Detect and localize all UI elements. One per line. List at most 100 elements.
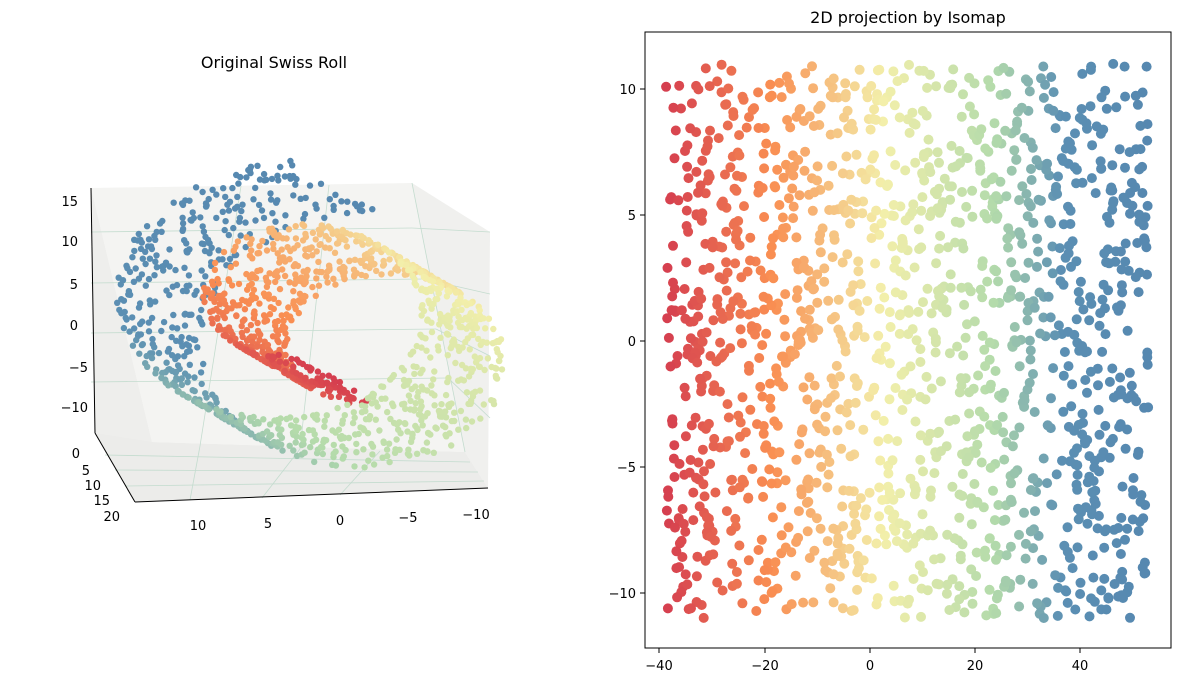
- isomap-point: [991, 213, 1002, 224]
- isomap-point: [934, 157, 944, 168]
- isomap-point: [672, 351, 683, 361]
- isomap-point: [804, 111, 815, 122]
- isomap-point: [1017, 238, 1028, 249]
- isomap-point: [887, 241, 898, 252]
- isomap-point: [1006, 478, 1016, 489]
- isomap-point: [832, 551, 843, 561]
- swiss-roll-point: [309, 283, 316, 291]
- swiss-roll-point: [200, 360, 207, 368]
- isomap-point: [826, 393, 836, 404]
- isomap-point: [911, 335, 922, 346]
- isomap-point: [1116, 590, 1127, 601]
- isomap-point: [1090, 498, 1101, 509]
- isomap-point: [952, 341, 963, 352]
- swiss-roll-point: [259, 237, 266, 245]
- swiss-roll-point: [295, 309, 302, 317]
- isomap-point: [823, 469, 834, 480]
- z-tick-label: 15: [61, 195, 78, 210]
- swiss-roll-point: [219, 256, 226, 263]
- swiss-roll-point: [330, 375, 337, 382]
- swiss-roll-point: [215, 326, 222, 333]
- swiss-roll-point: [344, 198, 351, 205]
- isomap-point: [774, 200, 785, 210]
- isomap-point: [820, 411, 831, 422]
- swiss-roll-point: [234, 203, 241, 210]
- isomap-point: [853, 266, 864, 277]
- swiss-roll-point: [288, 317, 295, 324]
- isomap-point: [804, 372, 815, 383]
- isomap-point: [1006, 257, 1017, 268]
- swiss-roll-point: [476, 307, 483, 314]
- swiss-roll-point: [427, 431, 434, 438]
- isomap-point: [849, 81, 860, 92]
- swiss-roll-point: [349, 419, 357, 427]
- isomap-point: [1031, 155, 1042, 166]
- swiss-roll-point: [297, 195, 304, 202]
- swiss-roll-point: [275, 363, 282, 371]
- isomap-point: [787, 183, 798, 194]
- isomap-point: [870, 114, 881, 125]
- isomap-point: [1006, 285, 1017, 296]
- swiss-roll-point: [195, 398, 202, 406]
- swiss-roll-point: [402, 420, 409, 427]
- swiss-roll-point: [220, 248, 228, 256]
- grid-line: [104, 454, 471, 463]
- swiss-roll-point: [222, 218, 229, 225]
- swiss-roll-point: [174, 325, 181, 332]
- isomap-point: [1020, 538, 1031, 549]
- isomap-point: [672, 592, 683, 603]
- isomap-point: [720, 99, 731, 110]
- isomap-point: [900, 270, 911, 281]
- swiss-roll-point: [351, 414, 358, 421]
- swiss-roll-point: [248, 280, 255, 288]
- swiss-roll-point: [385, 249, 393, 256]
- isomap-point: [1124, 367, 1135, 378]
- swiss-roll-point: [304, 266, 311, 274]
- isomap-point: [862, 92, 873, 103]
- isomap-point: [1074, 112, 1085, 123]
- isomap-point: [778, 232, 789, 243]
- isomap-point: [751, 606, 762, 616]
- isomap-point: [685, 333, 696, 344]
- isomap-point: [1049, 330, 1060, 341]
- isomap-point: [934, 426, 944, 437]
- isomap-point: [872, 593, 883, 604]
- swiss-roll-point: [169, 324, 176, 331]
- isomap-point: [796, 427, 807, 438]
- isomap-point: [671, 563, 682, 574]
- isomap-point: [684, 467, 695, 478]
- isomap-point: [713, 133, 724, 144]
- isomap-point: [1122, 325, 1133, 336]
- isomap-point: [884, 358, 895, 369]
- swiss-roll-point: [145, 328, 153, 335]
- isomap-point: [726, 475, 737, 486]
- isomap-point: [808, 83, 819, 94]
- isomap-point: [888, 211, 899, 221]
- isomap-point: [676, 535, 687, 546]
- swiss-roll-point: [263, 247, 271, 254]
- isomap-point: [981, 610, 992, 621]
- z-tick-label: 5: [70, 278, 78, 293]
- x-tick-labels-3d: 10 5 0 −5 −10: [190, 508, 490, 534]
- isomap-point: [1007, 441, 1018, 452]
- isomap-point: [710, 487, 721, 498]
- isomap-point: [759, 304, 770, 315]
- grid-line: [124, 480, 485, 487]
- isomap-point: [668, 102, 679, 113]
- isomap-point: [1072, 443, 1082, 454]
- isomap-point: [796, 484, 807, 495]
- swiss-roll-point: [409, 430, 416, 437]
- isomap-point: [772, 467, 783, 478]
- isomap-point: [851, 500, 862, 511]
- y-axis-line: [94, 432, 136, 503]
- isomap-point: [931, 189, 942, 200]
- isomap-2d-chart: 2D projection by Isomap −40 −20 0 20 40 …: [609, 8, 1172, 674]
- isomap-point: [967, 185, 978, 196]
- isomap-point: [905, 473, 916, 484]
- isomap-point: [804, 448, 815, 459]
- swiss-roll-point: [333, 228, 341, 235]
- isomap-point: [767, 512, 778, 523]
- swiss-roll-point: [135, 230, 142, 238]
- swiss-roll-point: [294, 262, 302, 270]
- isomap-point: [990, 540, 1001, 551]
